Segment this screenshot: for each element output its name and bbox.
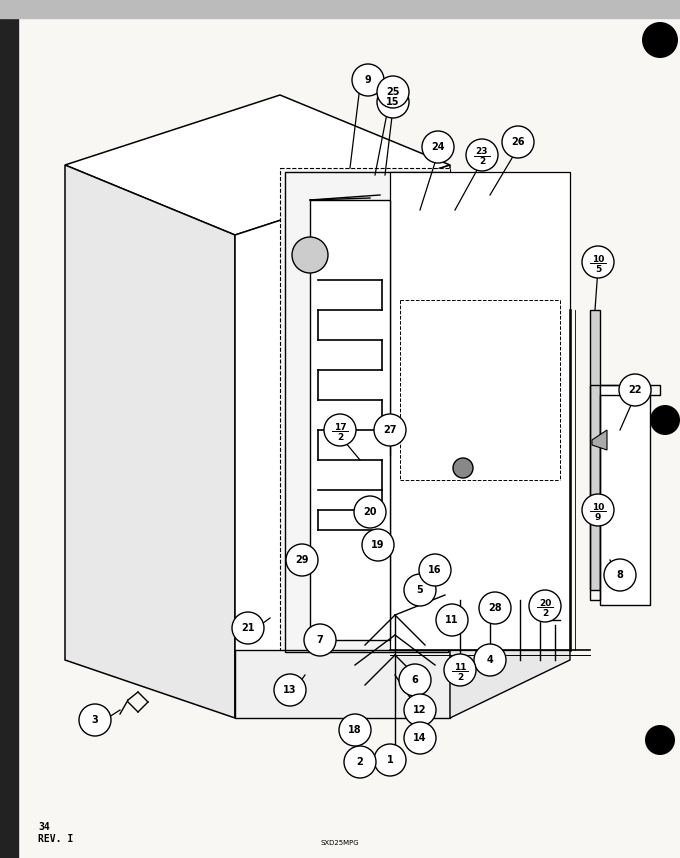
Circle shape	[79, 704, 111, 736]
Text: 19: 19	[371, 540, 385, 550]
Polygon shape	[65, 95, 450, 235]
Circle shape	[466, 139, 498, 171]
Circle shape	[479, 592, 511, 624]
Circle shape	[419, 554, 451, 586]
Text: 2: 2	[356, 757, 363, 767]
Text: 34: 34	[38, 822, 50, 832]
Text: 8: 8	[617, 570, 624, 580]
Polygon shape	[592, 430, 607, 450]
Circle shape	[377, 76, 409, 108]
Text: 26: 26	[511, 137, 525, 147]
Circle shape	[232, 612, 264, 644]
Text: SXD25MPG: SXD25MPG	[321, 840, 359, 846]
Polygon shape	[450, 610, 570, 718]
Circle shape	[453, 458, 473, 478]
Circle shape	[642, 22, 678, 58]
Text: 20: 20	[539, 599, 551, 607]
Circle shape	[404, 722, 436, 754]
Circle shape	[352, 64, 384, 96]
Circle shape	[286, 544, 318, 576]
Polygon shape	[235, 165, 450, 718]
Circle shape	[362, 529, 394, 561]
Circle shape	[404, 574, 436, 606]
Text: 14: 14	[413, 733, 427, 743]
Circle shape	[582, 246, 614, 278]
Text: 18: 18	[348, 725, 362, 735]
Circle shape	[474, 644, 506, 676]
Polygon shape	[235, 650, 450, 718]
Text: 3: 3	[92, 715, 99, 725]
Polygon shape	[390, 172, 570, 650]
Text: 27: 27	[384, 425, 396, 435]
Circle shape	[422, 131, 454, 163]
Circle shape	[339, 714, 371, 746]
Polygon shape	[65, 165, 235, 718]
Text: 20: 20	[363, 507, 377, 517]
Text: 24: 24	[431, 142, 445, 152]
Circle shape	[377, 86, 409, 118]
Text: 11: 11	[454, 662, 466, 672]
Polygon shape	[310, 200, 390, 640]
Text: 5: 5	[595, 264, 601, 274]
Text: REV. I: REV. I	[38, 834, 73, 844]
Circle shape	[444, 654, 476, 686]
Text: 2: 2	[337, 432, 343, 442]
Circle shape	[582, 494, 614, 526]
Circle shape	[619, 374, 651, 406]
Circle shape	[304, 624, 336, 656]
Text: 7: 7	[317, 635, 324, 645]
Text: 11: 11	[445, 615, 459, 625]
Polygon shape	[280, 168, 450, 655]
Text: 2: 2	[457, 673, 463, 681]
Circle shape	[502, 126, 534, 158]
Text: 16: 16	[428, 565, 442, 575]
Text: 2: 2	[542, 608, 548, 618]
Text: 5: 5	[417, 585, 424, 595]
Circle shape	[604, 559, 636, 591]
Text: 9: 9	[364, 75, 371, 85]
Circle shape	[645, 725, 675, 755]
Text: 4: 4	[487, 655, 494, 665]
Circle shape	[436, 604, 468, 636]
Text: 10: 10	[592, 255, 605, 263]
Circle shape	[354, 496, 386, 528]
Text: 23: 23	[476, 148, 488, 156]
Circle shape	[404, 694, 436, 726]
Text: 22: 22	[628, 385, 642, 395]
Text: 6: 6	[411, 675, 418, 685]
Text: 13: 13	[284, 685, 296, 695]
Text: 2: 2	[479, 158, 485, 166]
Text: 17: 17	[334, 422, 346, 432]
Polygon shape	[600, 385, 650, 605]
Text: 1: 1	[387, 755, 393, 765]
Circle shape	[274, 674, 306, 706]
Circle shape	[344, 746, 376, 778]
Polygon shape	[590, 310, 600, 590]
Text: 9: 9	[595, 512, 601, 522]
Text: 10: 10	[592, 503, 605, 511]
Circle shape	[324, 414, 356, 446]
Text: 28: 28	[488, 603, 502, 613]
Text: 15: 15	[386, 97, 400, 107]
Circle shape	[529, 590, 561, 622]
Circle shape	[374, 414, 406, 446]
Text: 29: 29	[295, 555, 309, 565]
Circle shape	[399, 664, 431, 696]
Circle shape	[292, 237, 328, 273]
Text: 25: 25	[386, 87, 400, 97]
Text: 12: 12	[413, 705, 427, 715]
Circle shape	[374, 744, 406, 776]
Circle shape	[650, 405, 680, 435]
Text: 21: 21	[241, 623, 255, 633]
